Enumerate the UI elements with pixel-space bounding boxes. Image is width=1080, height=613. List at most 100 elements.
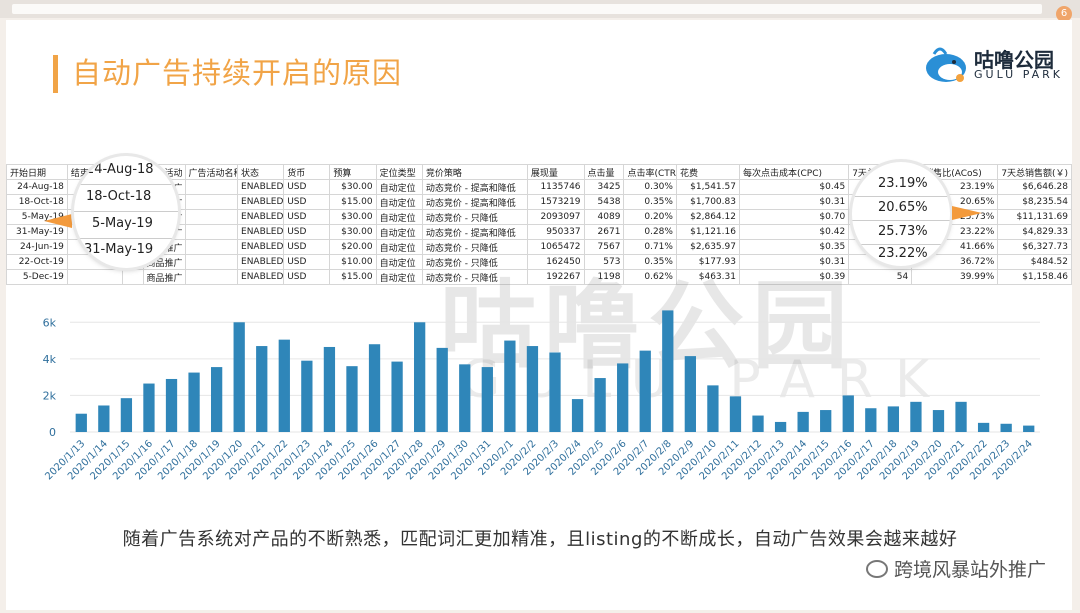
table-cell: 1198: [583, 269, 625, 285]
bar: [865, 408, 877, 432]
table-cell: $0.39: [738, 269, 850, 285]
bar: [459, 364, 471, 432]
bar: [210, 367, 223, 432]
table-cell: USD: [283, 209, 331, 225]
table-cell: 950337: [526, 224, 585, 240]
bar: [1000, 423, 1012, 432]
table-cell: 0.30%: [623, 179, 677, 195]
bar: [977, 422, 990, 432]
y-tick-label: 0: [49, 426, 56, 439]
bar: [820, 410, 832, 432]
table-header-cell: 定位类型: [375, 164, 423, 180]
corner-badge-icon[interactable]: 6: [1056, 6, 1072, 22]
table-cell: 24-Jun-19: [6, 239, 68, 255]
mag-acos-1: 23.19%: [878, 176, 928, 191]
bar: [842, 395, 854, 432]
bar: [639, 350, 651, 432]
table-cell: 18-Oct-18: [6, 194, 68, 210]
table-cell: $15.00: [329, 269, 377, 285]
table-header-cell: 点击量: [583, 164, 625, 180]
table-cell: USD: [283, 194, 331, 210]
bar: [143, 383, 155, 432]
bar: [165, 378, 178, 432]
table-cell: $484.52: [997, 254, 1072, 270]
table-cell: $6,327.73: [997, 239, 1072, 255]
mag-acos-4: 23.22%: [878, 246, 928, 261]
y-tick-label: 6k: [43, 316, 57, 329]
mag-date-1: 24-Aug-18: [86, 162, 154, 177]
table-cell: ENABLED: [237, 254, 285, 270]
table-cell: $1,158.46: [997, 269, 1072, 285]
footer-brand-text: 跨境风暴站外推广: [893, 559, 1046, 581]
bar: [797, 411, 809, 432]
mag-date-3: 5-May-19: [92, 216, 153, 231]
table-cell: $11,131.69: [997, 209, 1072, 225]
table-cell: 5438: [583, 194, 625, 210]
table-cell: [66, 269, 123, 285]
table-cell: USD: [283, 269, 331, 285]
daily-bar-chart: 02k4k6k2020/1/132020/1/142020/1/152020/1…: [43, 310, 1040, 482]
table-cell: 22-Oct-19: [6, 254, 68, 270]
table-cell: 39.99%: [911, 269, 999, 285]
table-cell: $0.45: [738, 179, 850, 195]
table-cell: 0.35%: [623, 194, 677, 210]
table-cell: [184, 224, 239, 240]
slide-caption: 随着广告系统对产品的不断熟悉，匹配词汇更加精准，且listing的不断成长，自动…: [122, 529, 958, 550]
bar: [887, 406, 900, 432]
ad-campaign-table: 开始日期结束日期广告活动广告活动名称状态货币预算定位类型竞价策略展现量点击量点击…: [6, 164, 1072, 285]
table-cell: USD: [283, 224, 331, 240]
bar: [368, 344, 381, 432]
bar: [436, 347, 448, 432]
browser-top-bar: [0, 0, 1080, 18]
table-cell: 动态竞价 - 提高和降低: [421, 224, 528, 240]
table-cell: $10.00: [329, 254, 377, 270]
table-cell: ENABLED: [237, 239, 285, 255]
table-cell: 动态竞价 - 只降低: [421, 269, 528, 285]
table-cell: 0.28%: [623, 224, 677, 240]
table-cell: [184, 194, 239, 210]
bar: [549, 352, 561, 432]
table-header-cell: 点击率(CTR): [623, 164, 677, 180]
y-tick-label: 2k: [43, 389, 57, 402]
bar: [932, 410, 945, 432]
mag-acos-3: 25.73%: [878, 224, 928, 239]
table-cell: 商品推广: [142, 269, 186, 285]
bar: [504, 340, 516, 432]
table-header-cell: 状态: [237, 164, 285, 180]
table-cell: ENABLED: [237, 179, 285, 195]
table-header-cell: 预算: [329, 164, 377, 180]
table-cell: 自动定位: [375, 194, 423, 210]
gulu-park-logo: 咕噜公园 GULU PARK: [924, 38, 1064, 88]
table-header-cell: 7天总销售额(￥): [997, 164, 1072, 180]
bar: [256, 346, 268, 432]
bar: [594, 378, 606, 432]
slide-canvas: [6, 20, 1072, 610]
table-cell: [184, 209, 239, 225]
arrow-left-icon: [44, 214, 72, 228]
bar: [120, 398, 133, 432]
table-cell: ENABLED: [237, 194, 285, 210]
table-cell: [184, 179, 239, 195]
table-cell: 0.20%: [623, 209, 677, 225]
table-cell: 自动定位: [375, 179, 423, 195]
table-cell: 24-Aug-18: [6, 179, 68, 195]
logo-text-en: GULU PARK: [974, 68, 1064, 81]
bar: [617, 363, 629, 432]
bar: [346, 366, 358, 432]
table-cell: 2671: [583, 224, 625, 240]
bar: [481, 367, 493, 432]
table-cell: 5-Dec-19: [6, 269, 68, 285]
bar: [526, 346, 539, 432]
table-cell: [184, 254, 239, 270]
arrow-right-icon: [952, 206, 982, 220]
table-cell: 自动定位: [375, 209, 423, 225]
table-cell: 4089: [583, 209, 625, 225]
table-cell: [184, 269, 239, 285]
table-cell: $0.70: [738, 209, 850, 225]
bar: [98, 405, 110, 432]
bar: [707, 385, 719, 432]
table-cell: $6,646.28: [997, 179, 1072, 195]
bar: [278, 339, 290, 432]
